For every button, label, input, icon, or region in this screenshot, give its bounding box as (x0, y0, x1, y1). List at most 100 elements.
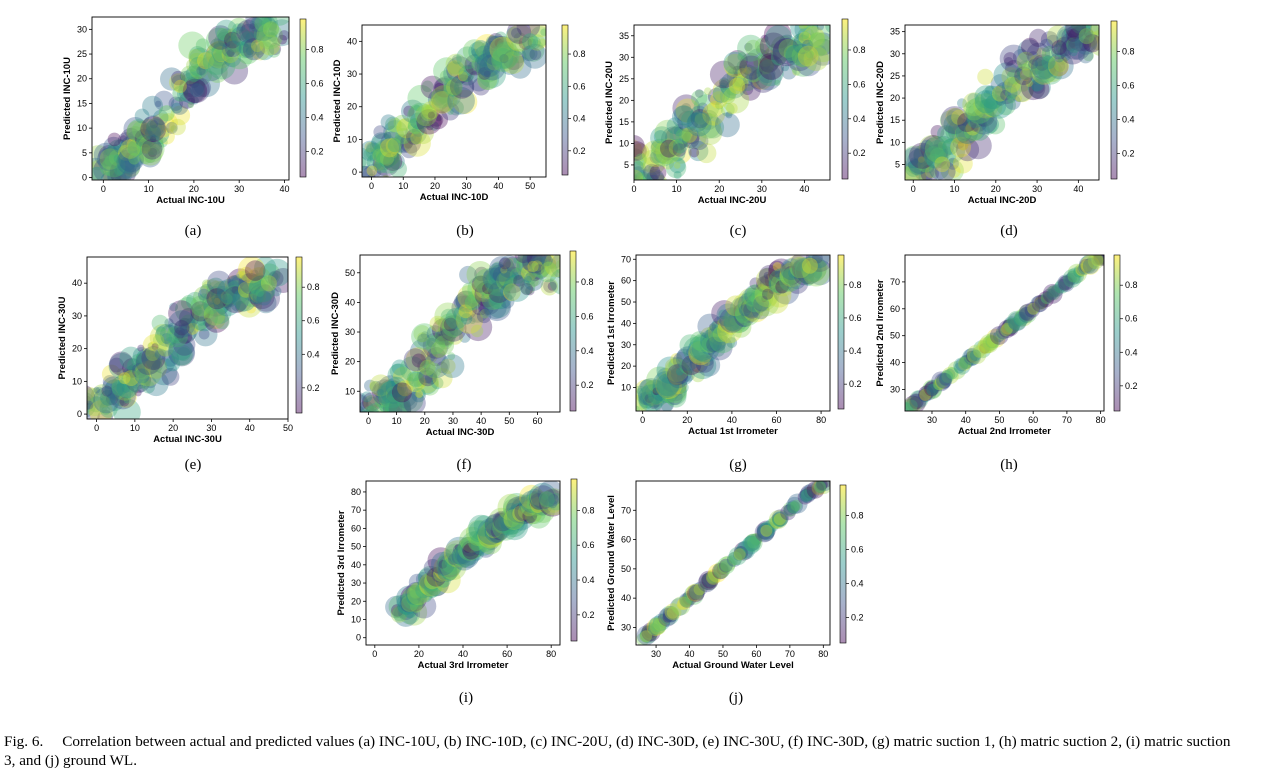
bubble (422, 106, 435, 119)
bubble (708, 323, 717, 331)
colorbar-tick-label: 0.4 (1125, 347, 1138, 357)
bubble (505, 257, 522, 274)
bubble (100, 396, 110, 407)
data-point (397, 380, 414, 397)
bubble (969, 349, 982, 361)
bubble (652, 174, 668, 180)
bubble (236, 40, 249, 54)
bubble (771, 509, 789, 527)
bubble (547, 493, 560, 511)
bubble (470, 534, 485, 549)
bubble (254, 277, 264, 287)
bubble (691, 112, 701, 123)
x-tick-label: 0 (101, 184, 106, 194)
bubble (524, 500, 537, 514)
data-point (226, 36, 243, 53)
bubble (365, 396, 379, 410)
bubble (102, 376, 125, 399)
bubble (1090, 25, 1099, 35)
data-point (634, 161, 647, 178)
bubble (677, 596, 691, 610)
bubble (1046, 288, 1059, 300)
bubble (772, 516, 783, 526)
bubble (456, 46, 480, 70)
bubble (733, 304, 749, 319)
bubble (909, 396, 923, 410)
bubble (689, 334, 716, 361)
bubble (433, 569, 445, 581)
bubble (697, 102, 709, 114)
bubble (772, 278, 800, 305)
bubble (749, 535, 761, 547)
bubble (775, 275, 791, 292)
bubble (106, 139, 132, 165)
bubble (803, 46, 829, 71)
colorbar-tick-label: 0.6 (1122, 81, 1135, 91)
bubble (87, 387, 99, 404)
bubble (947, 361, 966, 380)
bubble (131, 354, 144, 366)
colorbar-tick-label: 0.4 (307, 349, 320, 359)
bubble (813, 481, 830, 495)
data-point (262, 21, 279, 38)
subplot-label: (d) (1000, 223, 1018, 239)
bubble (733, 308, 749, 323)
bubble (386, 389, 402, 405)
bubble (518, 504, 534, 520)
bubble (153, 131, 161, 138)
data-point (487, 276, 504, 293)
bubble (132, 364, 140, 373)
bubble (1001, 322, 1014, 335)
bubble (728, 77, 746, 94)
bubble (1016, 60, 1037, 81)
bubble (792, 34, 813, 55)
x-tick-label: 10 (672, 184, 682, 194)
bubble (131, 121, 151, 140)
bubble (940, 370, 954, 384)
bubble (419, 114, 433, 128)
bubble (1078, 48, 1094, 64)
bubble (417, 565, 444, 592)
bubble (446, 56, 474, 84)
bubble (151, 343, 159, 351)
bubble (132, 138, 146, 152)
bubble (168, 336, 193, 361)
bubble (480, 525, 492, 537)
bubble (1044, 48, 1057, 60)
bubble (712, 85, 731, 103)
bubble (374, 139, 402, 167)
bubble (489, 291, 504, 305)
bubble (1075, 25, 1099, 42)
bubble (669, 598, 688, 617)
bubble (688, 341, 713, 366)
bubble (811, 32, 830, 56)
bubble (124, 365, 138, 379)
bubble (430, 569, 445, 584)
bubble (728, 546, 748, 566)
bubble (1006, 69, 1022, 85)
bubble (788, 47, 800, 59)
bubble (179, 70, 191, 82)
data-point (967, 112, 984, 129)
bubble (474, 266, 489, 282)
bubbles-g (636, 255, 830, 411)
bubble (485, 534, 496, 544)
bubble (471, 48, 480, 57)
bubble (958, 113, 971, 126)
x-tick-label: 20 (168, 423, 178, 433)
bubble (816, 481, 830, 492)
bubble (735, 309, 748, 323)
bubble (168, 300, 195, 327)
colorbar-tick-label: 0.6 (582, 540, 595, 550)
bubble (165, 356, 181, 372)
bubble (785, 45, 806, 66)
bubble (448, 553, 460, 565)
bubble (756, 43, 770, 57)
bubble (733, 78, 743, 88)
bubble (689, 147, 700, 158)
bubble (715, 94, 722, 101)
bubble (122, 358, 142, 378)
bubble (147, 358, 156, 368)
bubble (448, 100, 464, 116)
data-point (509, 267, 526, 284)
